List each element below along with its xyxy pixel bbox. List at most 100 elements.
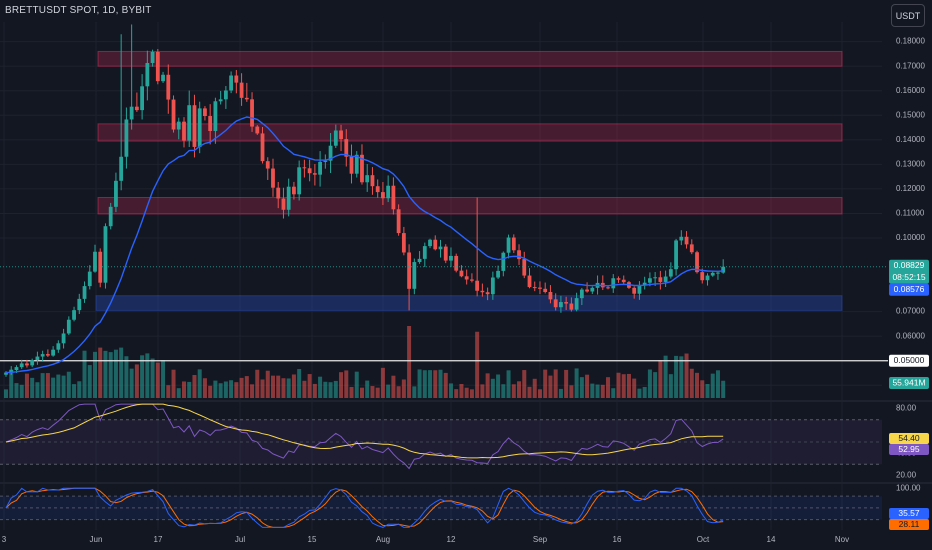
volume-bar	[176, 388, 181, 398]
volume-bar	[532, 378, 537, 398]
volume-bar	[448, 383, 453, 398]
candle	[501, 252, 506, 271]
candle	[606, 287, 610, 289]
volume-bar	[496, 374, 501, 398]
rsi-tick-label: 20.00	[896, 471, 917, 480]
volume-bar	[140, 355, 145, 398]
volume-bar	[626, 373, 631, 398]
volume-bar	[537, 389, 542, 398]
volume-bar	[480, 384, 485, 398]
volume-bar	[490, 378, 495, 398]
candle	[684, 236, 689, 245]
time-tick-label: Nov	[835, 535, 849, 544]
candle	[250, 99, 254, 127]
volume-bar	[548, 375, 553, 398]
candle	[25, 363, 29, 366]
stoch-k-line	[5, 487, 724, 528]
volume-bar	[684, 353, 689, 398]
volume-bar	[234, 382, 239, 398]
volume-bar	[82, 350, 87, 398]
candle	[255, 126, 260, 134]
candle	[66, 319, 71, 334]
candle	[360, 154, 364, 183]
last-price-label	[889, 259, 929, 284]
volume-bar	[56, 374, 61, 398]
volume-bar	[674, 355, 679, 398]
volume-bar	[412, 386, 417, 398]
candle	[171, 99, 176, 130]
candle	[292, 186, 296, 195]
candle	[312, 173, 317, 175]
volume-bar	[485, 373, 490, 398]
stoch-tick-label: 100.00	[896, 483, 921, 492]
time-tick-label: Sep	[533, 535, 548, 544]
rsi-tick-label: 80.00	[896, 404, 917, 413]
candle	[517, 250, 521, 260]
candle	[689, 244, 694, 253]
volume-bar	[705, 383, 710, 398]
time-tick-label: 15	[308, 535, 317, 544]
volume-bar	[469, 389, 474, 398]
volume-bar	[339, 372, 344, 398]
volume-label-text: 55.941M	[892, 377, 925, 387]
candle	[4, 372, 8, 375]
volume-bar	[370, 386, 375, 398]
volume-bar	[700, 380, 705, 398]
candle	[276, 187, 281, 199]
volume-bar	[166, 385, 171, 398]
candle	[470, 279, 474, 281]
candle	[543, 288, 548, 292]
volume-bar	[286, 378, 291, 398]
volume-bar	[9, 369, 14, 398]
volume-bar	[260, 379, 265, 398]
candle	[464, 276, 469, 280]
currency-button[interactable]: USDT	[891, 4, 925, 27]
price-tick-label: 0.14000	[896, 135, 925, 144]
candle	[208, 116, 213, 131]
candle	[72, 310, 76, 320]
volume-bar	[113, 349, 118, 398]
candle	[475, 280, 480, 291]
rsi-ma-value-label-text: 54.40	[898, 433, 920, 443]
volume-bar	[647, 369, 652, 398]
candle	[433, 239, 438, 250]
volume-bar	[291, 374, 296, 398]
volume-bar	[35, 382, 40, 398]
volume-bar	[77, 381, 82, 398]
volume-bar	[380, 367, 385, 398]
time-tick-label: Jun	[90, 535, 103, 544]
candle	[553, 299, 558, 308]
volume-bar	[642, 386, 647, 398]
candle	[648, 278, 652, 283]
candle	[381, 192, 385, 199]
candle	[318, 161, 322, 175]
last-price-label-text: 08:52:15	[892, 272, 925, 282]
candle	[449, 255, 453, 261]
candle	[454, 255, 459, 271]
candle	[323, 160, 328, 162]
volume-bar	[443, 372, 448, 398]
volume-bar	[349, 386, 354, 398]
volume-bar	[72, 384, 77, 398]
candle	[658, 277, 663, 282]
candle	[234, 75, 239, 83]
support-zone	[95, 295, 843, 311]
volume-bar	[255, 369, 260, 398]
candle	[103, 226, 108, 283]
volume-bar	[422, 370, 427, 398]
volume-bar	[265, 370, 270, 398]
ema-value-label-text: 0.08576	[894, 284, 925, 294]
volume-bar	[569, 385, 574, 398]
candle	[490, 277, 495, 295]
candle	[302, 167, 307, 169]
volume-bar	[318, 376, 323, 398]
candle	[574, 298, 579, 310]
volume-bar	[721, 380, 726, 398]
candle	[585, 289, 589, 292]
candle	[569, 303, 574, 310]
candle	[93, 251, 97, 272]
candle	[119, 156, 124, 181]
volume-bar	[558, 388, 563, 398]
time-tick-label: 17	[154, 535, 163, 544]
